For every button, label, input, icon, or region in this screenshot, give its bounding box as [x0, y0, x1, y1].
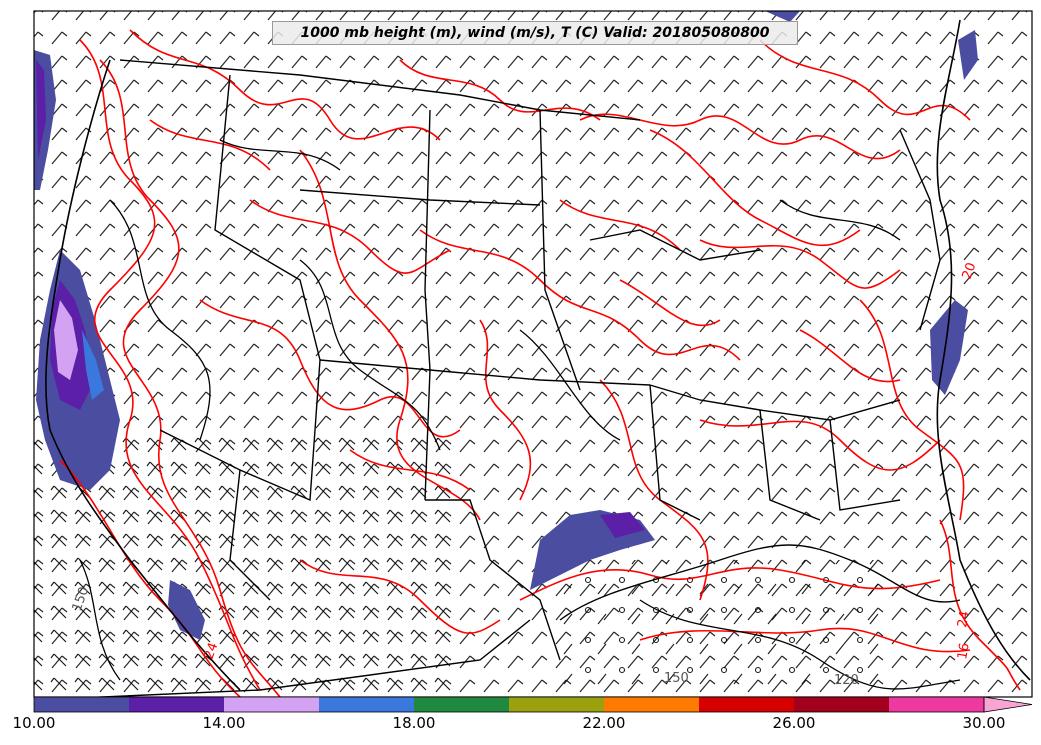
colorbar-label: 30.00 — [962, 714, 1006, 732]
colorbar-segment — [889, 697, 984, 712]
colorbar-label: 14.00 — [202, 714, 246, 732]
colorbar-label: 10.00 — [12, 714, 56, 732]
colorbar-segment — [414, 697, 509, 712]
colorbar — [33, 696, 1033, 713]
political-borders — [85, 59, 961, 697]
colorbar-segment — [129, 697, 224, 712]
contour-label: 24 — [955, 610, 973, 629]
map-title: 1000 mb height (m), wind (m/s), T (C) Va… — [272, 21, 798, 45]
colorbar-segment — [604, 697, 699, 712]
colorbar-segment — [319, 697, 414, 712]
height-contours — [79, 139, 961, 690]
temperature-fill — [34, 11, 978, 640]
east-coastline — [936, 19, 1031, 681]
colorbar-segment — [224, 697, 319, 712]
colorbar-segment — [794, 697, 889, 712]
map-layers: 150 150 120 24 24 20 16 — [34, 11, 1032, 697]
contour-label: 120 — [834, 673, 859, 688]
contour-label: 150 — [664, 671, 689, 686]
colorbar-segment — [509, 697, 604, 712]
colorbar-label: 26.00 — [772, 714, 816, 732]
contour-labels: 150 150 120 24 24 20 16 — [70, 261, 980, 688]
colorbar-label: 18.00 — [392, 714, 436, 732]
colorbar-segment — [34, 697, 129, 712]
colorbar-extend-arrow — [983, 696, 1033, 713]
temperature-contours — [59, 29, 1021, 697]
colorbar-frame — [33, 696, 985, 713]
contour-label: 16 — [955, 642, 973, 661]
colorbar-label: 22.00 — [582, 714, 626, 732]
colorbar-segment — [699, 697, 794, 712]
contour-label: 20 — [960, 261, 980, 282]
west-coastline — [45, 59, 241, 691]
contour-label: 24 — [202, 641, 222, 662]
